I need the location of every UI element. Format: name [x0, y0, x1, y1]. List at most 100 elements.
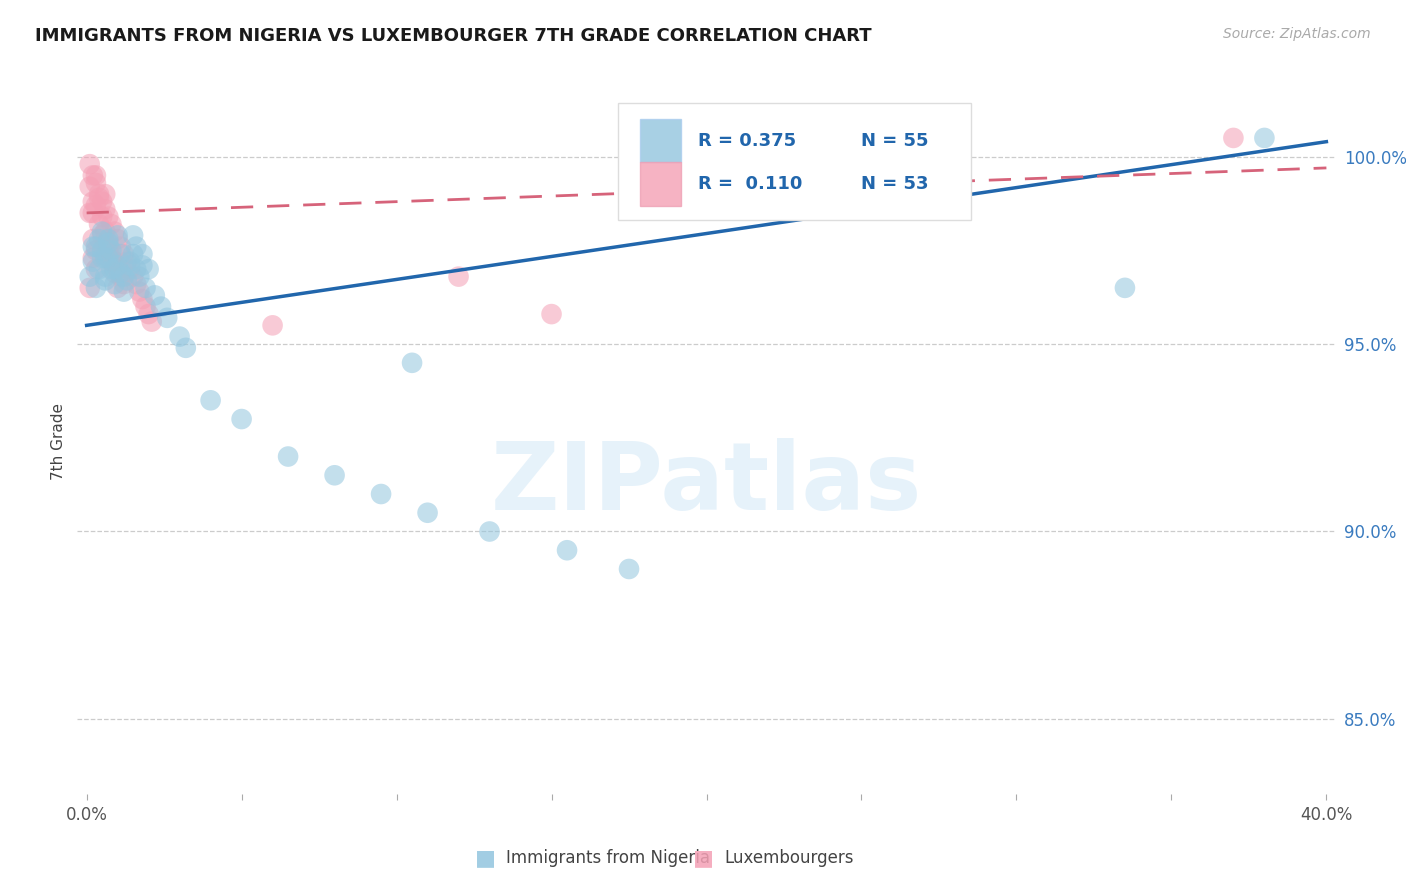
- Point: [84, 244, 107, 258]
- Point: [79, 157, 101, 171]
- Point: [134, 281, 156, 295]
- Point: [131, 258, 153, 272]
- Point: [617, 562, 640, 576]
- FancyBboxPatch shape: [619, 103, 970, 219]
- Point: [169, 329, 191, 343]
- Point: [94, 251, 117, 265]
- Point: [87, 217, 110, 231]
- Point: [143, 288, 166, 302]
- Point: [131, 292, 153, 306]
- Point: [401, 356, 423, 370]
- Point: [478, 524, 501, 539]
- Point: [115, 273, 138, 287]
- Point: [110, 269, 132, 284]
- Point: [231, 412, 253, 426]
- Point: [128, 285, 150, 299]
- Point: [82, 194, 104, 209]
- Point: [103, 225, 125, 239]
- Text: Luxembourgers: Luxembourgers: [724, 849, 853, 867]
- Point: [100, 217, 122, 231]
- Point: [1222, 131, 1244, 145]
- Point: [112, 285, 135, 299]
- Point: [107, 232, 129, 246]
- Point: [82, 251, 104, 265]
- Point: [94, 187, 117, 202]
- Text: ■: ■: [475, 848, 495, 868]
- Point: [138, 262, 160, 277]
- Point: [82, 169, 104, 183]
- Text: Source: ZipAtlas.com: Source: ZipAtlas.com: [1223, 27, 1371, 41]
- Point: [84, 239, 107, 253]
- Point: [323, 468, 346, 483]
- Point: [97, 239, 120, 253]
- Point: [94, 235, 117, 250]
- Point: [87, 262, 110, 277]
- Point: [112, 277, 135, 292]
- Point: [97, 235, 120, 250]
- Text: N = 53: N = 53: [862, 176, 929, 194]
- Point: [262, 318, 284, 333]
- Point: [122, 228, 145, 243]
- Point: [1253, 131, 1275, 145]
- Point: [107, 258, 129, 272]
- Point: [82, 232, 104, 246]
- Point: [540, 307, 562, 321]
- Text: ■: ■: [693, 848, 713, 868]
- Point: [97, 251, 120, 265]
- Point: [84, 176, 107, 190]
- Point: [107, 228, 129, 243]
- Point: [87, 187, 110, 202]
- Point: [125, 239, 148, 253]
- Point: [134, 300, 156, 314]
- Point: [447, 269, 470, 284]
- Point: [277, 450, 299, 464]
- Point: [79, 281, 101, 295]
- Bar: [640, 119, 682, 162]
- Point: [82, 254, 104, 268]
- Point: [100, 254, 122, 268]
- Point: [200, 393, 222, 408]
- Point: [555, 543, 578, 558]
- Point: [94, 202, 117, 216]
- Point: [97, 210, 120, 224]
- Y-axis label: 7th Grade: 7th Grade: [51, 403, 66, 480]
- Point: [110, 247, 132, 261]
- Point: [128, 269, 150, 284]
- Point: [150, 300, 173, 314]
- Point: [84, 169, 107, 183]
- Point: [100, 262, 122, 277]
- Text: R = 0.375: R = 0.375: [697, 132, 796, 150]
- Point: [79, 179, 101, 194]
- Point: [103, 254, 125, 268]
- Point: [100, 251, 122, 265]
- Text: ZIPatlas: ZIPatlas: [491, 438, 922, 530]
- Text: Immigrants from Nigeria: Immigrants from Nigeria: [506, 849, 710, 867]
- Point: [416, 506, 439, 520]
- Point: [107, 262, 129, 277]
- Point: [107, 281, 129, 295]
- Point: [1114, 281, 1136, 295]
- Point: [100, 244, 122, 258]
- Point: [131, 247, 153, 261]
- Point: [82, 239, 104, 253]
- Point: [91, 244, 114, 258]
- Point: [118, 262, 141, 277]
- Point: [84, 262, 107, 277]
- Point: [94, 269, 117, 284]
- Point: [79, 269, 101, 284]
- Point: [122, 247, 145, 261]
- Point: [112, 269, 135, 284]
- Bar: [640, 162, 682, 206]
- Point: [174, 341, 197, 355]
- Text: R =  0.110: R = 0.110: [697, 176, 801, 194]
- Point: [125, 262, 148, 277]
- Point: [84, 281, 107, 295]
- Point: [91, 210, 114, 224]
- Point: [91, 228, 114, 243]
- Point: [87, 191, 110, 205]
- Point: [118, 254, 141, 268]
- Point: [94, 225, 117, 239]
- Point: [115, 254, 138, 268]
- Point: [112, 247, 135, 261]
- Point: [110, 266, 132, 280]
